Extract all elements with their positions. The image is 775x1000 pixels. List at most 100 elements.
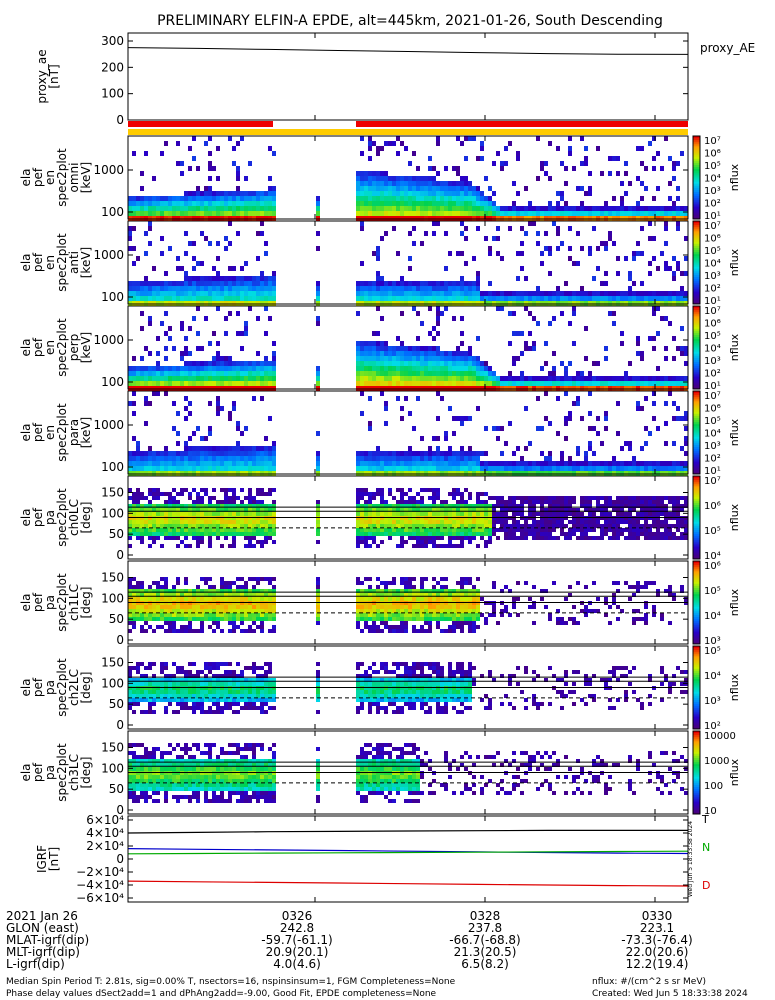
spectra-cell	[264, 196, 268, 201]
spectra-cell	[528, 296, 532, 301]
spectra-cell	[620, 331, 624, 336]
spectra-cell	[368, 466, 372, 471]
pa-cell	[684, 536, 688, 540]
spectra-cell	[400, 346, 404, 351]
pa-cell	[144, 504, 148, 508]
spectra-cell	[588, 376, 592, 381]
spectra-cell	[184, 396, 188, 401]
spectra-cell	[164, 466, 168, 471]
spectra-cell	[240, 191, 244, 196]
spectra-cell	[264, 451, 268, 456]
spectra-cell	[636, 251, 640, 256]
pa-cell	[564, 524, 568, 528]
spectra-cell	[464, 451, 468, 456]
pa-cell	[252, 528, 256, 532]
pa-cell	[588, 528, 592, 532]
spectra-panel-colorbar-step	[693, 171, 700, 174]
spectra-cell	[208, 161, 212, 166]
pa-cell	[252, 609, 256, 613]
spectra-cell	[460, 221, 464, 226]
spectra-cell	[464, 201, 468, 206]
pa-cell	[384, 520, 388, 524]
spectra-cell	[400, 291, 404, 296]
spectra-cell	[488, 371, 492, 376]
pa-cell	[552, 500, 556, 504]
pa-cell	[520, 504, 524, 508]
spectra-cell	[256, 281, 260, 286]
spectra-cell	[156, 466, 160, 471]
spectra-panel-colorbar-step	[693, 277, 700, 280]
pa-cell	[128, 504, 132, 508]
spectra-cell	[356, 296, 360, 301]
spectra-cell	[436, 376, 440, 381]
pa-cell	[156, 593, 160, 597]
spectra-cell	[240, 456, 244, 461]
spectra-cell	[160, 236, 164, 241]
pa-cell	[220, 524, 224, 528]
pa-cell	[512, 524, 516, 528]
pa-cell	[468, 520, 472, 524]
spectra-cell	[188, 201, 192, 206]
spectra-cell	[456, 456, 460, 461]
pa-cell	[604, 496, 608, 500]
pa-cell	[360, 532, 364, 536]
pa-cell	[620, 520, 624, 524]
spectra-cell	[268, 281, 272, 286]
spectra-cell	[228, 296, 232, 301]
spectra-cell	[636, 401, 640, 406]
pa-cell	[136, 528, 140, 532]
spectra-cell	[132, 226, 136, 231]
pa-cell	[160, 625, 164, 629]
spectra-cell	[672, 276, 676, 281]
spectra-cell	[212, 451, 216, 456]
pa-cell	[160, 613, 164, 617]
spectra-cell	[520, 206, 524, 211]
spectra-cell	[644, 206, 648, 211]
spectra-cell	[148, 401, 152, 406]
spectra-cell	[404, 211, 408, 216]
spectra-panel-colorbar-step	[693, 349, 700, 353]
spectra-cell	[448, 366, 452, 371]
spectra-cell	[236, 331, 240, 336]
spectra-cell	[200, 286, 204, 291]
spectra-cell	[524, 341, 528, 346]
spectra-cell	[384, 201, 388, 206]
spectra-cell	[400, 311, 404, 316]
spectra-cell	[452, 296, 456, 301]
pa-cell	[400, 488, 404, 492]
spectra-cell	[416, 186, 420, 191]
spectra-cell	[620, 376, 624, 381]
spectra-cell	[584, 376, 588, 381]
pa-cell	[500, 508, 504, 512]
spectra-cell	[472, 451, 476, 456]
spectra-cell	[204, 381, 208, 386]
pa-cell	[628, 508, 632, 512]
spectra-cell	[400, 176, 404, 181]
spectra-cell	[184, 201, 188, 206]
spectra-cell	[132, 436, 136, 441]
spectra-cell	[272, 186, 276, 191]
spectra-cell	[436, 316, 440, 321]
pa-cell	[472, 504, 476, 508]
pa-cell	[624, 500, 628, 504]
pa-cell	[140, 629, 144, 633]
spectra-panel-colorbar-step	[693, 177, 700, 181]
pa-cell	[560, 528, 564, 532]
pa-cell	[628, 500, 632, 504]
pa-panel-colorbar-step	[693, 490, 700, 494]
spectra-cell	[200, 211, 204, 216]
spectra-cell	[400, 276, 404, 281]
pa-cell	[556, 496, 560, 500]
spectra-cell	[236, 361, 240, 366]
spectra-cell	[672, 461, 676, 466]
spectra-cell	[232, 451, 236, 456]
spectra-cell	[196, 196, 200, 201]
spectra-cell	[424, 376, 428, 381]
spectra-cell	[356, 341, 360, 346]
spectra-cell	[204, 376, 208, 381]
quality-bar-red-left	[128, 121, 273, 127]
spectra-cell	[640, 461, 644, 466]
spectra-cell	[432, 231, 436, 236]
spectra-cell	[612, 311, 616, 316]
pa-cell	[640, 532, 644, 536]
